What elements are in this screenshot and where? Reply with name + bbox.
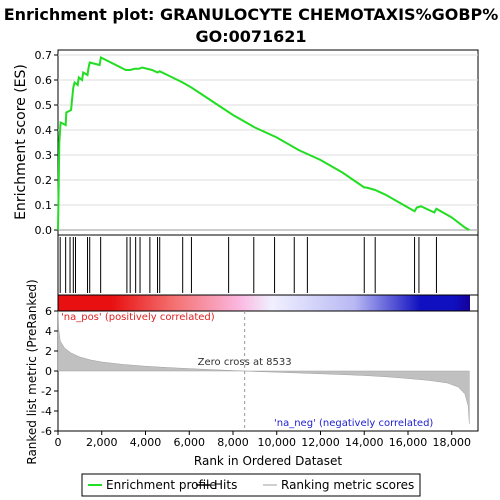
legend-label: Hits bbox=[214, 478, 237, 492]
ranked-y-tick-label: -4 bbox=[41, 405, 52, 418]
x-tick-label: 16,000 bbox=[389, 436, 428, 449]
es-y-tick-label: 0.1 bbox=[35, 199, 53, 212]
es-y-tick-label: 0.5 bbox=[35, 99, 53, 112]
ranked-y-tick-label: 0 bbox=[45, 365, 52, 378]
x-tick-label: 2,000 bbox=[86, 436, 118, 449]
ranked-y-tick-label: -2 bbox=[41, 385, 52, 398]
ranked-y-ticks: -6 -4 -2 0 2 4 6 bbox=[41, 305, 58, 438]
x-axis-title: Rank in Ordered Dataset bbox=[194, 454, 342, 468]
es-y-tick-label: 0.7 bbox=[35, 49, 53, 62]
x-tick-label: 8,000 bbox=[217, 436, 249, 449]
x-tick-label: 4,000 bbox=[130, 436, 162, 449]
es-y-tick-label: 0.6 bbox=[35, 74, 53, 87]
zero-cross-label: Zero cross at 8533 bbox=[198, 357, 292, 368]
es-y-tick-label: 0.4 bbox=[35, 124, 53, 137]
chart-subtitle: GO:0071621 bbox=[195, 27, 306, 46]
ranking-metric-area bbox=[57, 310, 470, 425]
es-y-tick-label: 0.3 bbox=[35, 149, 53, 162]
ranked-y-tick-label: -6 bbox=[41, 425, 52, 438]
es-y-ticks: 0.0 0.1 0.2 0.3 0.4 0.5 0.6 0.7 bbox=[35, 49, 58, 237]
ranked-y-tick-label: 2 bbox=[45, 345, 52, 358]
legend-label: Ranking metric scores bbox=[281, 478, 414, 492]
es-y-tick-label: 0.0 bbox=[35, 224, 53, 237]
x-tick-label: 18,000 bbox=[433, 436, 472, 449]
hits-ticks bbox=[59, 237, 437, 293]
legend-label: Enrichment profile bbox=[106, 478, 217, 492]
ranked-y-tick-label: 6 bbox=[45, 305, 52, 318]
enrichment-profile-line bbox=[57, 56, 470, 231]
es-y-axis-title: Enrichment score (ES) bbox=[13, 64, 29, 220]
es-y-tick-label: 0.2 bbox=[35, 174, 53, 187]
x-axis-ticks: 0 2,000 4,000 6,000 8,000 10,000 12,000 14,000 1… bbox=[55, 431, 472, 449]
ranked-y-tick-label: 4 bbox=[45, 325, 52, 338]
es-panel-frame bbox=[57, 49, 479, 236]
chart-title: Enrichment plot: GRANULOCYTE CHEMOTAXIS%… bbox=[4, 5, 499, 24]
es-gridlines bbox=[58, 54, 478, 231]
ranking-heatmap-bar bbox=[58, 295, 470, 311]
negative-correlation-label: 'na_neg' (negatively correlated) bbox=[274, 418, 433, 429]
x-tick-label: 12,000 bbox=[301, 436, 340, 449]
hits-panel-frame bbox=[57, 234, 479, 296]
x-tick-label: 0 bbox=[55, 436, 62, 449]
positive-correlation-label: 'na_pos' (positively correlated) bbox=[61, 312, 215, 323]
x-tick-label: 14,000 bbox=[345, 436, 384, 449]
ranked-y-axis-title: Ranked list metric (PreRanked) bbox=[25, 279, 39, 464]
x-tick-label: 10,000 bbox=[258, 436, 297, 449]
x-tick-label: 6,000 bbox=[174, 436, 206, 449]
legend-box bbox=[81, 473, 421, 497]
